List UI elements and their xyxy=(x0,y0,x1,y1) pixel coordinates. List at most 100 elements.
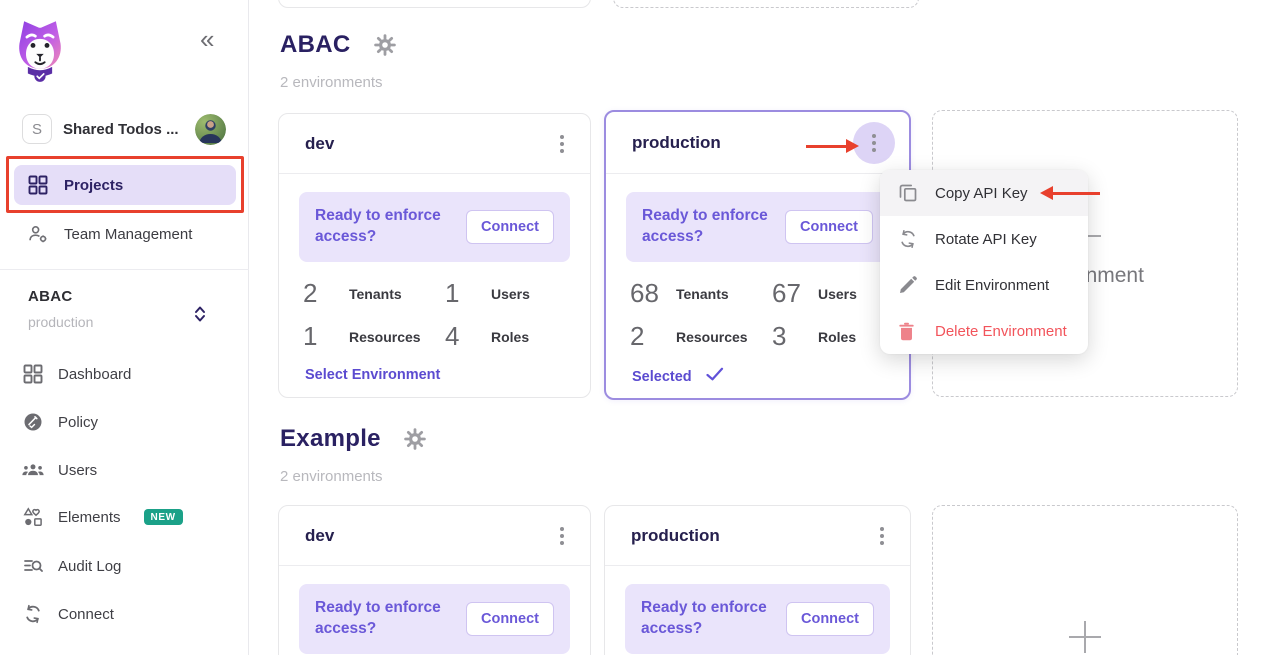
connect-button[interactable]: Connect xyxy=(466,602,554,636)
sync-icon xyxy=(22,603,44,625)
menu-item-copy-api-key[interactable]: Copy API Key xyxy=(880,170,1088,216)
section-subtitle: 2 environments xyxy=(280,74,383,91)
environment-context-menu: Copy API Key Rotate API Key xyxy=(880,170,1088,354)
chevron-updown-icon xyxy=(194,305,206,328)
sidebar-item-label: Elements xyxy=(58,508,121,526)
section-header-example: Example xyxy=(280,425,426,453)
sidebar: « S Shared Todos ... xyxy=(0,0,249,655)
sidebar-item-connect[interactable]: Connect xyxy=(22,598,232,630)
pencil-icon xyxy=(898,275,918,295)
stat-value: 67 xyxy=(772,278,801,308)
stat-value: 3 xyxy=(772,321,787,351)
enforce-banner: Ready to enforce access? Connect xyxy=(626,192,889,262)
section-title: Example xyxy=(280,425,381,452)
kebab-menu-icon[interactable] xyxy=(554,521,570,551)
banner-text: Ready to enforce access? xyxy=(315,207,441,245)
selector-environment-name: production xyxy=(28,314,94,330)
banner-text: Ready to enforce access? xyxy=(315,599,441,637)
sidebar-item-label: Connect xyxy=(58,605,114,623)
stat-value: 1 xyxy=(445,278,460,308)
sidebar-item-projects[interactable]: Projects xyxy=(14,165,236,205)
stat-label: Roles xyxy=(491,328,530,345)
new-badge: NEW xyxy=(143,509,183,525)
sidebar-item-dashboard[interactable]: Dashboard xyxy=(22,358,232,390)
sidebar-item-label: Policy xyxy=(58,413,99,431)
workspace-initial: S xyxy=(22,114,52,144)
stat-label: Resources xyxy=(349,328,421,345)
environment-name: production xyxy=(631,525,720,545)
list-search-icon xyxy=(22,555,44,577)
previous-card-bottom-edge xyxy=(278,0,591,8)
stat-value: 4 xyxy=(445,321,460,351)
environment-name: dev xyxy=(305,133,335,153)
project-environment-selector[interactable]: ABAC production xyxy=(28,288,228,330)
section-subtitle: 2 environments xyxy=(280,468,383,485)
stat-label: Roles xyxy=(818,328,857,345)
connect-button[interactable]: Connect xyxy=(786,602,874,636)
check-icon xyxy=(706,367,724,386)
stat-label: Users xyxy=(818,285,857,302)
sidebar-item-policy[interactable]: Policy xyxy=(22,406,232,438)
sidebar-item-users[interactable]: Users xyxy=(22,454,232,486)
elements-shapes-icon xyxy=(22,506,44,528)
policy-icon xyxy=(22,411,44,433)
environment-card-dev-example: dev Ready to enforce access? Connect xyxy=(278,505,591,655)
sidebar-item-team-management[interactable]: Team Management xyxy=(14,214,236,254)
environment-name: production xyxy=(632,132,721,152)
stat-label: Tenants xyxy=(349,285,402,302)
permit-mascot-logo xyxy=(12,18,68,86)
environment-name: dev xyxy=(305,525,335,545)
section-header-abac: ABAC xyxy=(280,31,396,59)
select-environment-link[interactable]: Select Environment xyxy=(305,367,441,383)
menu-item-label: Delete Environment xyxy=(935,322,1067,340)
environment-card-production: production Ready to enforce access? Conn… xyxy=(604,110,911,400)
card-header: dev xyxy=(279,506,590,566)
sidebar-item-label: Users xyxy=(58,461,98,479)
card-footer: Selected xyxy=(632,367,889,386)
sidebar-item-elements[interactable]: Elements NEW xyxy=(22,501,232,533)
connect-button[interactable]: Connect xyxy=(466,210,554,244)
workspace-switcher[interactable]: S Shared Todos ... xyxy=(22,113,228,145)
copy-icon xyxy=(898,183,918,203)
banner-text: Ready to enforce access? xyxy=(641,599,767,637)
environment-card-dev: dev Ready to enforce access? Connect 2 T… xyxy=(278,113,591,398)
card-header: dev xyxy=(279,114,590,174)
section-title: ABAC xyxy=(280,31,351,58)
gear-icon[interactable] xyxy=(404,428,426,450)
workspace-name: Shared Todos ... xyxy=(63,120,179,138)
environment-card-production-example: production Ready to enforce access? Conn… xyxy=(604,505,911,655)
menu-item-delete-environment[interactable]: Delete Environment xyxy=(880,308,1088,354)
banner-text: Ready to enforce access? xyxy=(642,207,768,245)
previous-dashed-card-bottom-edge xyxy=(613,0,919,8)
selected-status: Selected xyxy=(632,368,692,385)
sidebar-item-label: Dashboard xyxy=(58,365,132,383)
card-footer: Select Environment xyxy=(305,367,570,383)
stat-value: 2 xyxy=(630,321,645,351)
enforce-banner: Ready to enforce access? Connect xyxy=(299,584,570,654)
menu-item-rotate-api-key[interactable]: Rotate API Key xyxy=(880,216,1088,262)
card-header: production xyxy=(606,112,909,174)
stat-label: Resources xyxy=(676,328,748,345)
kebab-menu-icon[interactable] xyxy=(874,521,890,551)
kebab-menu-icon[interactable] xyxy=(554,129,570,159)
sidebar-collapse-button[interactable]: « xyxy=(200,24,215,54)
menu-item-edit-environment[interactable]: Edit Environment xyxy=(880,262,1088,308)
environment-stats: 2 Tenants 1 Users 1 Resources 4 Roles xyxy=(303,278,570,352)
sidebar-item-audit-log[interactable]: Audit Log xyxy=(22,550,232,582)
main-content: ABAC 2 environments dev Ready to enforce… xyxy=(250,0,1283,655)
person-gear-icon xyxy=(28,224,49,245)
menu-item-label: Rotate API Key xyxy=(935,230,1037,248)
gear-icon[interactable] xyxy=(373,34,396,56)
create-environment-card-example[interactable] xyxy=(932,505,1238,655)
sidebar-item-label: Audit Log xyxy=(58,557,122,575)
environment-stats: 68 Tenants 67 Users 2 Resources 3 Roles xyxy=(630,278,889,352)
user-avatar[interactable] xyxy=(195,113,226,145)
stat-value: 68 xyxy=(630,278,659,308)
menu-item-label: Copy API Key xyxy=(935,184,1028,202)
selector-project-name: ABAC xyxy=(28,288,73,305)
connect-button[interactable]: Connect xyxy=(785,210,873,244)
kebab-menu-icon[interactable] xyxy=(853,121,895,164)
plus-icon xyxy=(1067,619,1103,655)
sidebar-item-label: Team Management xyxy=(64,225,193,243)
